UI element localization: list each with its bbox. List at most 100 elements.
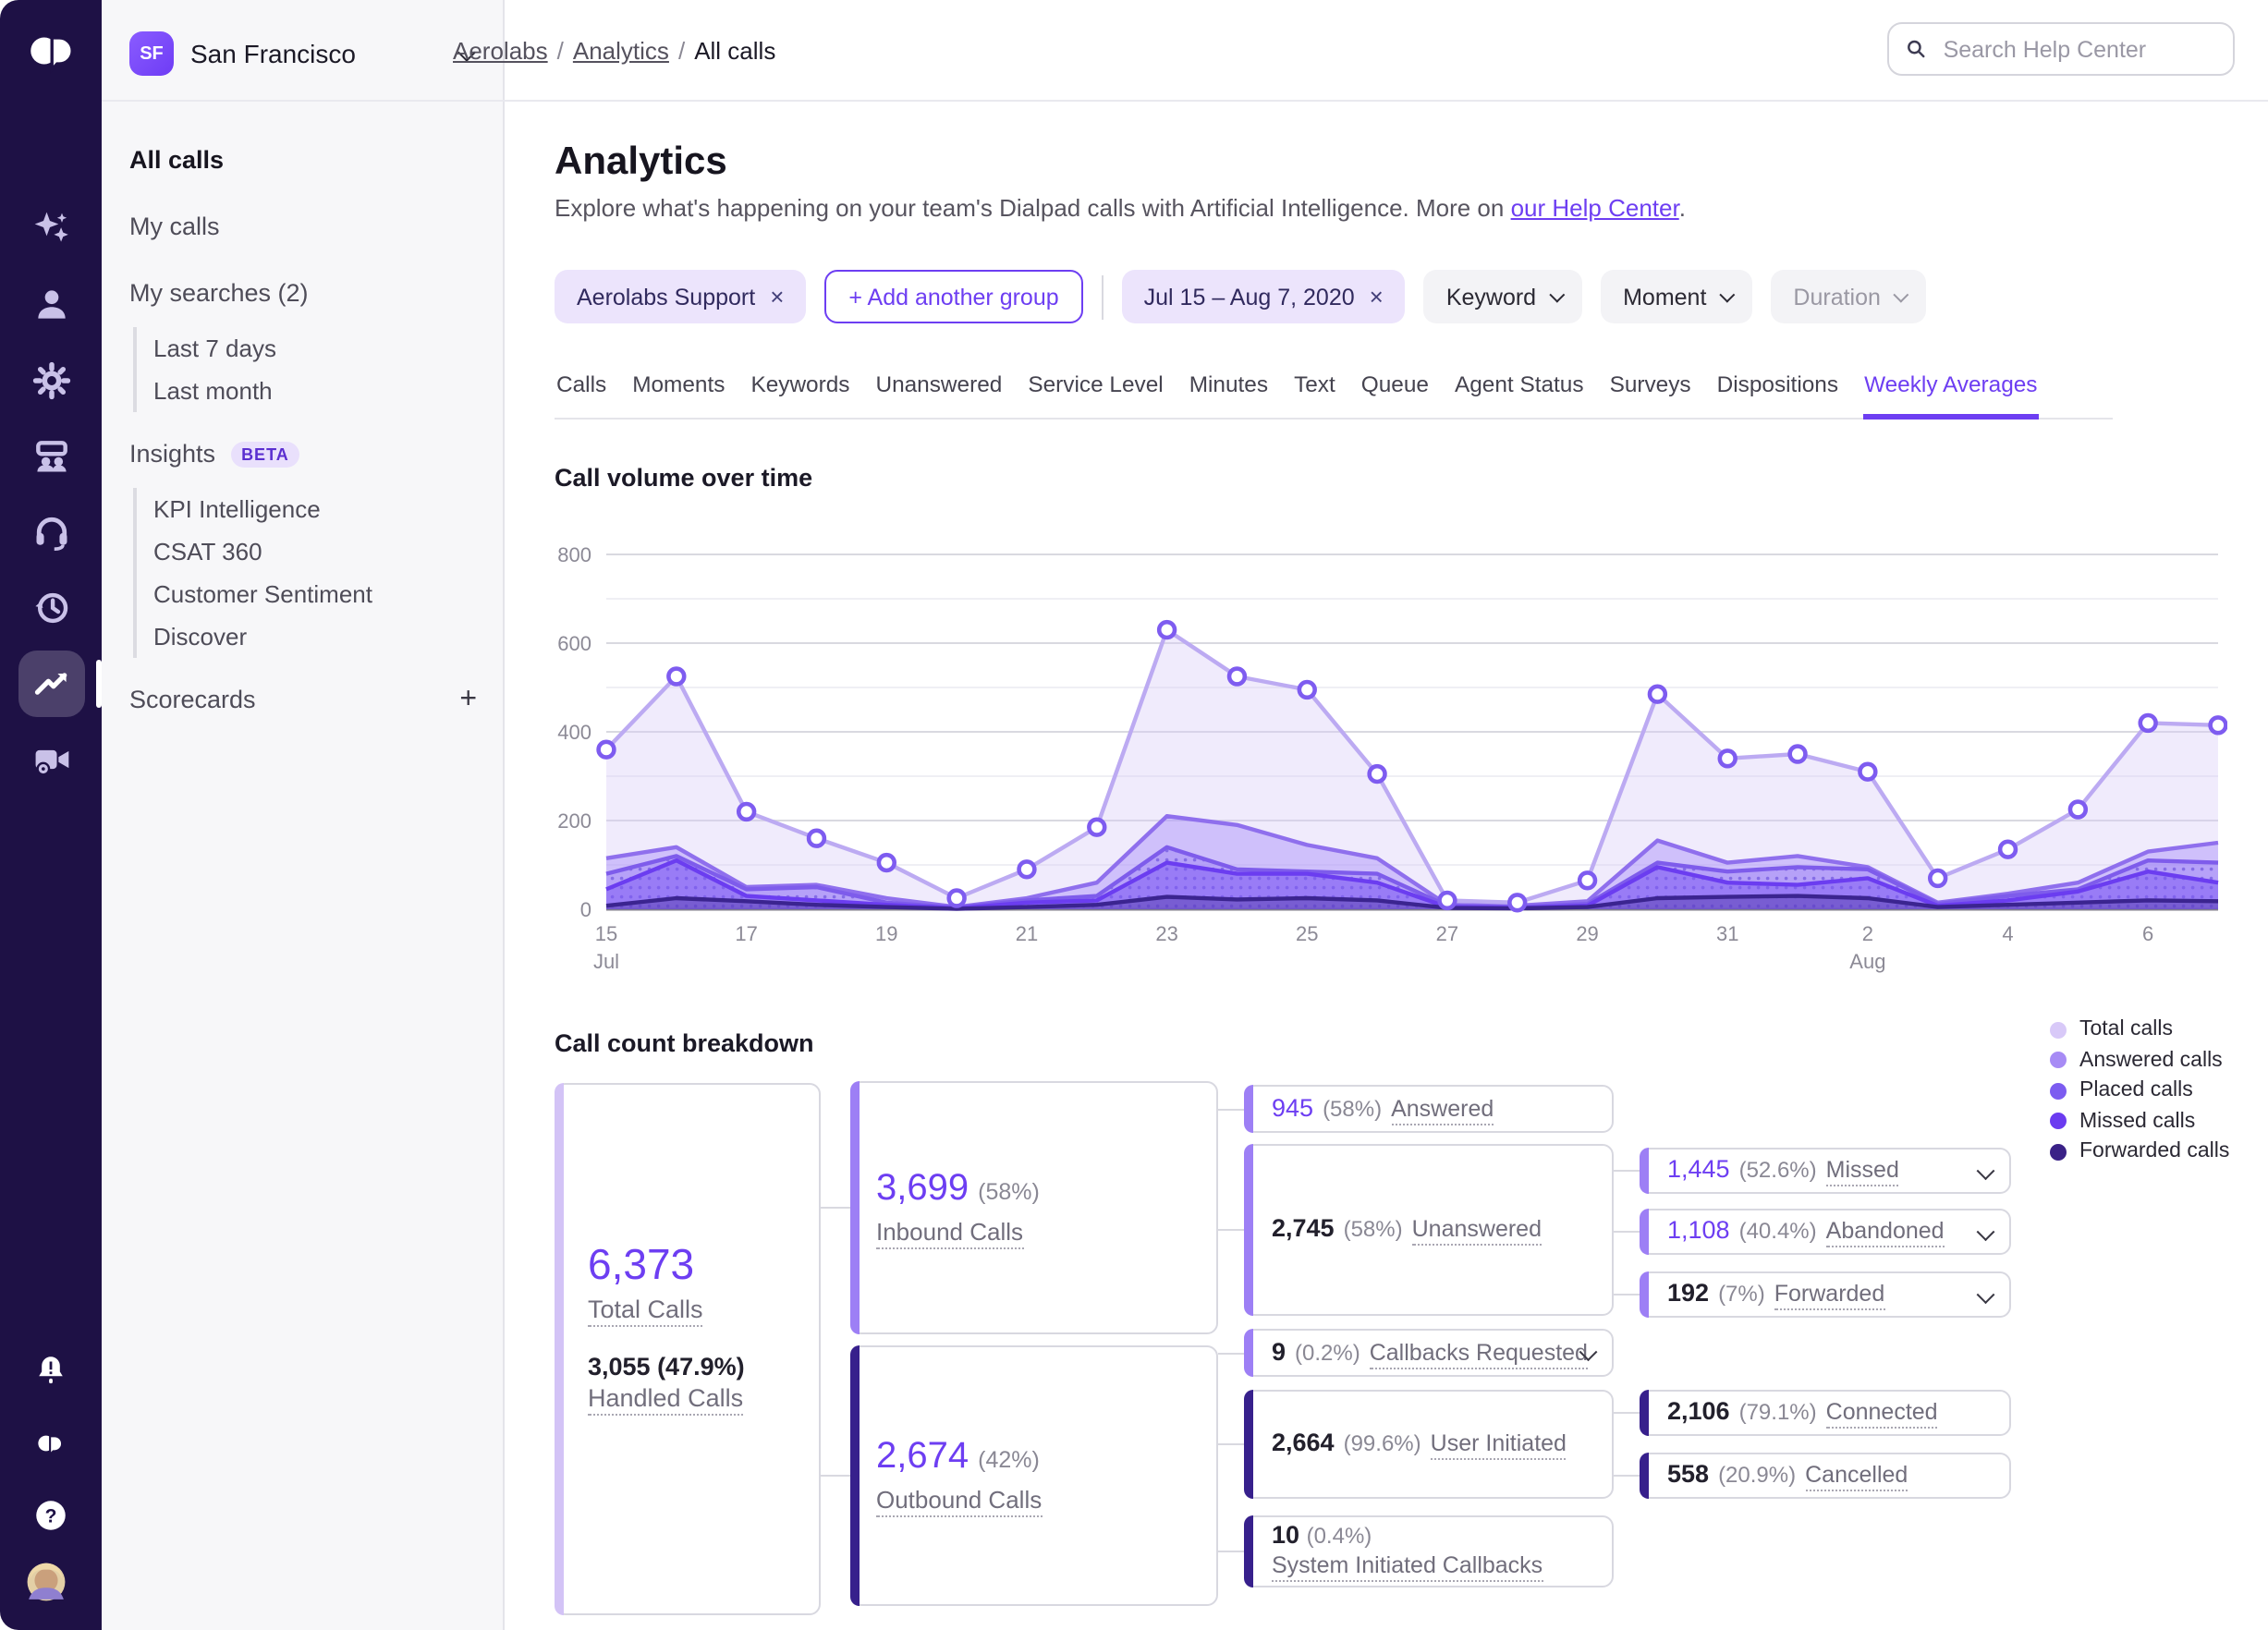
tab-keywords[interactable]: Keywords	[750, 371, 850, 397]
sidebar-item-csat-360[interactable]: CSAT 360	[153, 538, 262, 566]
svg-text:31: 31	[1716, 922, 1738, 945]
user-initiated-label: User Initiated	[1430, 1430, 1567, 1460]
help-search[interactable]	[1887, 22, 2235, 76]
breakdown-connector	[821, 1207, 850, 1209]
sidebar-item-insights[interactable]: Insights BETA	[102, 423, 505, 484]
filter-chip-keyword[interactable]: Keyword	[1423, 270, 1583, 323]
rail-item-support[interactable]	[18, 499, 84, 566]
forwarded-label: Forwarded	[1774, 1281, 1885, 1310]
sidebar-item-my-searches[interactable]: My searches (2)	[102, 262, 505, 323]
chip-label: Duration	[1793, 284, 1881, 310]
description-period: .	[1678, 194, 1686, 222]
breakdown-connector	[1614, 1412, 1640, 1414]
connected-value: 2,106	[1667, 1397, 1730, 1425]
rail-item-meetings[interactable]	[18, 726, 84, 793]
search-input[interactable]	[1939, 34, 2216, 64]
filter-chip-moment[interactable]: Moment	[1601, 270, 1753, 323]
sidebar-item-last-month[interactable]: Last month	[153, 377, 273, 405]
sidebar-item-label: Scorecards	[129, 686, 256, 713]
workspace-avatar: SF	[129, 31, 174, 76]
rail-item-coaching[interactable]	[18, 423, 84, 490]
abandoned-value[interactable]: 1,108	[1667, 1216, 1730, 1244]
breadcrumb-aerolabs[interactable]: Aerolabs	[453, 37, 548, 65]
filter-chip-jul-15-aug-7-2020[interactable]: Jul 15 – Aug 7, 2020 ×	[1121, 270, 1406, 323]
legend-dot	[2050, 1052, 2067, 1069]
sidebar-item-scorecards[interactable]: Scorecards +	[102, 669, 505, 730]
breakdown-connector	[1614, 1475, 1640, 1477]
legend-item-answered-calls: Answered calls	[2050, 1049, 2229, 1071]
legend-item-total-calls: Total calls	[2050, 1018, 2229, 1040]
answered-value[interactable]: 945	[1272, 1093, 1314, 1121]
tab-calls[interactable]: Calls	[556, 371, 607, 397]
answered-percent: (58%)	[1323, 1095, 1383, 1121]
svg-text:400: 400	[557, 721, 591, 744]
rail-item-analytics[interactable]	[18, 651, 84, 717]
tab-text[interactable]: Text	[1294, 371, 1335, 397]
svg-text:4: 4	[2002, 922, 2013, 945]
chevron-down-icon	[1549, 286, 1566, 302]
tab-service-level[interactable]: Service Level	[1028, 371, 1164, 397]
filter-chip-duration[interactable]: Duration	[1771, 270, 1927, 323]
call-volume-chart: 0 200 400 600 800 15 17 19 21 23 25 27 29 31 2 4 6 Jul Aug	[555, 525, 2228, 987]
rail-item-contacts[interactable]	[18, 272, 84, 338]
unanswered-value: 2,745	[1272, 1214, 1335, 1242]
user-initiated-percent: (99.6%)	[1343, 1430, 1421, 1456]
tab-weekly-averages[interactable]: Weekly Averages	[1862, 366, 2040, 420]
outbound-value[interactable]: 2,674 (42%)	[876, 1435, 1040, 1476]
tab-dispositions[interactable]: Dispositions	[1716, 371, 1839, 397]
missed-value[interactable]: 1,445	[1667, 1155, 1730, 1183]
breakdown-node-missed: 1,445 (52.6%) Missed	[1640, 1148, 2011, 1194]
inbound-value[interactable]: 3,699 (58%)	[876, 1167, 1040, 1208]
rail-item-settings[interactable]	[18, 347, 84, 414]
rail-item-notifications[interactable]	[18, 1340, 84, 1399]
tab-agent-status[interactable]: Agent Status	[1454, 371, 1584, 397]
workspace-selector[interactable]: SF San Francisco	[129, 31, 481, 76]
sidebar-item-kpi-intelligence[interactable]: KPI Intelligence	[153, 495, 321, 523]
add-scorecard-button[interactable]: +	[459, 683, 477, 714]
accent-bar	[1244, 1144, 1253, 1316]
notifications-icon	[31, 1350, 70, 1389]
breakdown-connector	[1218, 1109, 1244, 1111]
sidebar-group: KPI Intelligence CSAT 360 Customer Sentime…	[133, 488, 505, 658]
remove-filter-icon[interactable]: ×	[770, 283, 785, 310]
remove-filter-icon[interactable]: ×	[1369, 283, 1384, 310]
tab-moments[interactable]: Moments	[632, 371, 726, 397]
breadcrumb-analytics[interactable]: Analytics	[572, 37, 669, 65]
filter-chip-add-another-group[interactable]: + Add another group	[824, 270, 1083, 323]
help-center-link[interactable]: our Help Center	[1510, 194, 1679, 222]
breakdown-node-system-initiated-callbacks: 10 (0.4%) System Initiated Callbacks	[1244, 1515, 1614, 1587]
tab-surveys[interactable]: Surveys	[1609, 371, 1691, 397]
rail-item-history[interactable]	[18, 575, 84, 641]
sidebar-item-customer-sentiment[interactable]: Customer Sentiment	[153, 580, 372, 608]
svg-text:600: 600	[557, 632, 591, 655]
legend-label: Missed calls	[2079, 1110, 2196, 1133]
filter-bar: Aerolabs Support × + Add another group Jul …	[555, 270, 1927, 323]
dialpad-logo-icon	[24, 24, 78, 78]
unanswered-label: Unanswered	[1411, 1216, 1542, 1246]
sidebar-item-last-7-days[interactable]: Last 7 days	[153, 335, 276, 362]
cancelled-label: Cancelled	[1805, 1462, 1908, 1491]
sidebar-item-all-calls[interactable]: All calls	[102, 129, 505, 190]
legend-label: Total calls	[2079, 1018, 2173, 1040]
forwarded-value: 192	[1667, 1279, 1710, 1307]
legend-item-placed-calls: Placed calls	[2050, 1079, 2229, 1101]
abandoned-label: Abandoned	[1825, 1218, 1945, 1247]
sidebar-item-discover[interactable]: Discover	[153, 623, 248, 651]
legend-item-missed-calls: Missed calls	[2050, 1111, 2229, 1133]
tab-minutes[interactable]: Minutes	[1189, 371, 1269, 397]
legend-label: Placed calls	[2079, 1079, 2193, 1102]
rail-item-ai-assistant[interactable]	[18, 196, 84, 262]
tab-queue[interactable]: Queue	[1360, 371, 1429, 397]
sidebar-item-my-calls[interactable]: My calls	[102, 196, 505, 257]
outbound-percent: (42%)	[978, 1446, 1040, 1472]
rail-item-dialpad[interactable]	[18, 1412, 84, 1471]
filter-divider	[1101, 274, 1104, 319]
page-description: Explore what's happening on your team's …	[555, 194, 1686, 222]
svg-text:27: 27	[1436, 922, 1458, 945]
breakdown-node-user-initiated: 2,664 (99.6%) User Initiated	[1244, 1390, 1614, 1499]
total-calls-value[interactable]: 6,373	[588, 1239, 695, 1287]
filter-chip-aerolabs-support[interactable]: Aerolabs Support ×	[555, 270, 807, 323]
rail-item-profile[interactable]	[18, 1556, 84, 1615]
rail-item-help[interactable]: ?	[18, 1484, 84, 1543]
tab-unanswered[interactable]: Unanswered	[875, 371, 1003, 397]
